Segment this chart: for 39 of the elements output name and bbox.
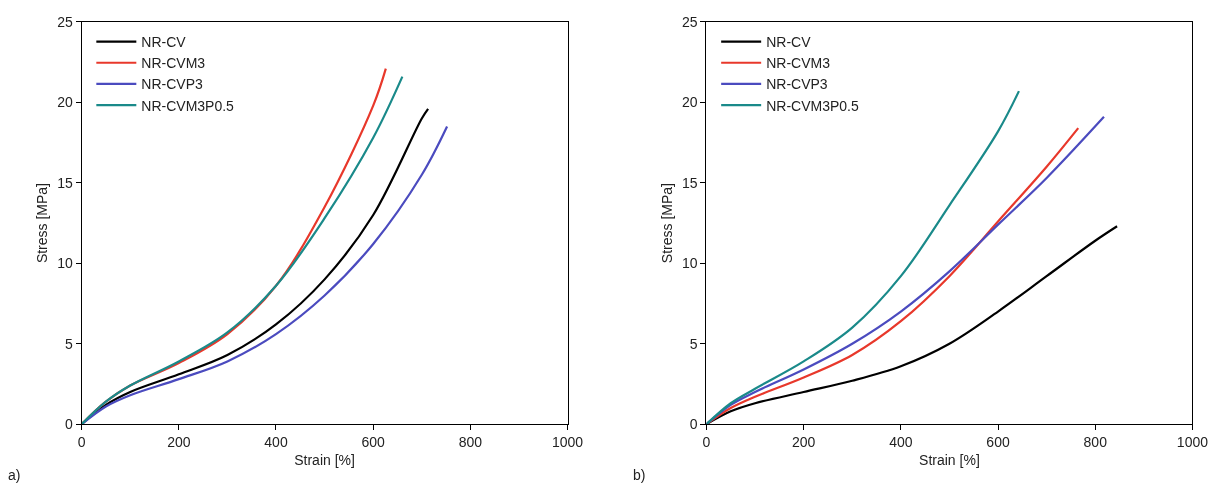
y-tick-label: 10 [682,255,698,272]
line-series [706,90,1021,425]
y-tick-label: 15 [682,174,698,191]
x-tick-label: 800 [1083,433,1108,450]
x-axis-title: Strain [%] [919,452,980,469]
legend-label: NR-CVP3 [141,76,203,93]
x-tick-label: 0 [77,433,86,450]
y-tick-label: 5 [689,335,698,352]
legend-label: NR-CVM3P0.5 [766,97,859,114]
x-tick-label: 0 [702,433,711,450]
y-tick-label: 0 [65,416,74,433]
y-tick-label: 25 [682,13,698,30]
y-axis-title: Stress [MPa] [658,182,675,264]
legend-label: NR-CVM3 [766,55,831,72]
x-tick-label: 1000 [1176,433,1209,450]
x-axis-title: Strain [%] [294,452,355,469]
y-tick-label: 20 [682,94,698,111]
legend-label: NR-CV [141,34,187,50]
x-tick-label: 600 [986,433,1010,450]
y-tick-label: 15 [57,174,74,191]
x-tick-label: 1000 [552,433,584,450]
legend-label: NR-CVM3P0.5 [141,97,235,114]
x-tick-label: 800 [458,433,483,450]
y-tick-label: 20 [57,94,74,111]
x-tick-label: 600 [361,433,386,450]
text: a) [8,467,21,483]
y-axis-title: Stress [MPa] [33,182,50,264]
x-tick-label: 200 [791,433,816,450]
x-tick-label: 400 [264,433,288,450]
x-tick-label: 400 [889,433,913,450]
x-tick-label: 200 [167,433,191,450]
y-tick-label: 5 [65,335,74,352]
y-tick-label: 25 [57,13,74,30]
legend-label: NR-CVP3 [766,76,828,93]
text: b) [633,467,646,483]
legend-label: NR-CV [766,34,812,50]
legend-label: NR-CVM3 [141,55,206,72]
y-tick-label: 0 [689,416,698,433]
y-tick-label: 10 [57,255,74,272]
